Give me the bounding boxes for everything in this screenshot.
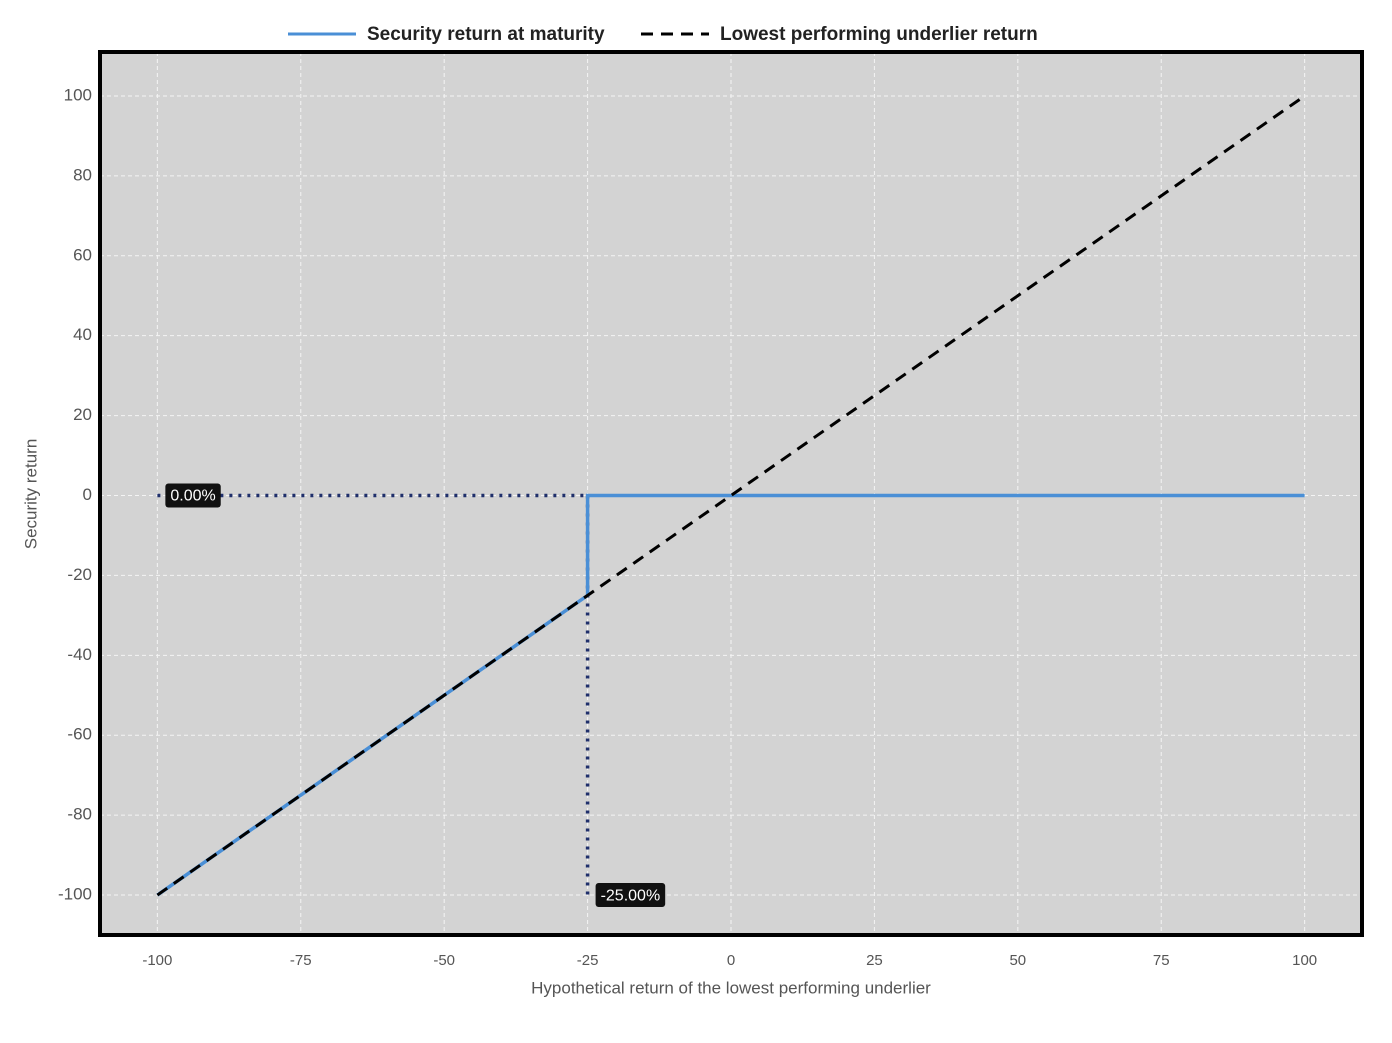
x-tick-label: -75 [290, 952, 312, 969]
legend-label: Security return at maturity [367, 24, 605, 45]
y-tick-label: -40 [67, 645, 92, 664]
annotation: -25.00% [595, 883, 666, 908]
y-tick-label: 0 [83, 485, 92, 504]
annotation-label: 0.00% [170, 488, 215, 505]
y-tick-label: -100 [58, 885, 92, 904]
y-tick-label: -60 [67, 725, 92, 744]
plot-border [98, 50, 1364, 937]
y-tick-label: -80 [67, 805, 92, 824]
legend-label: Lowest performing underlier return [720, 24, 1038, 45]
y-tick-label: 100 [64, 85, 92, 104]
annotation-box [595, 883, 666, 908]
x-tick-label: 50 [1009, 952, 1026, 969]
y-tick-label: 40 [73, 325, 92, 344]
x-tick-label: -50 [433, 952, 455, 969]
x-tick-label: -100 [142, 952, 172, 969]
y-tick-label: 80 [73, 165, 92, 184]
y-tick-label: 20 [73, 405, 92, 424]
x-tick-label: 100 [1292, 952, 1317, 969]
line-series [156, 94, 1306, 897]
y-tick-label: -20 [67, 565, 92, 584]
annotation-box [165, 483, 221, 508]
annotation-label: -25.00% [601, 887, 661, 904]
annotation: 0.00% [165, 483, 221, 508]
y-tick-label: 60 [73, 245, 92, 264]
y-axis-label: Security return [21, 439, 40, 550]
x-tick-label: -25 [577, 952, 599, 969]
x-axis-label: Hypothetical return of the lowest perfor… [531, 978, 931, 997]
x-tick-label: 0 [727, 952, 735, 969]
x-tick-label: 25 [866, 952, 883, 969]
x-tick-label: 75 [1153, 952, 1170, 969]
